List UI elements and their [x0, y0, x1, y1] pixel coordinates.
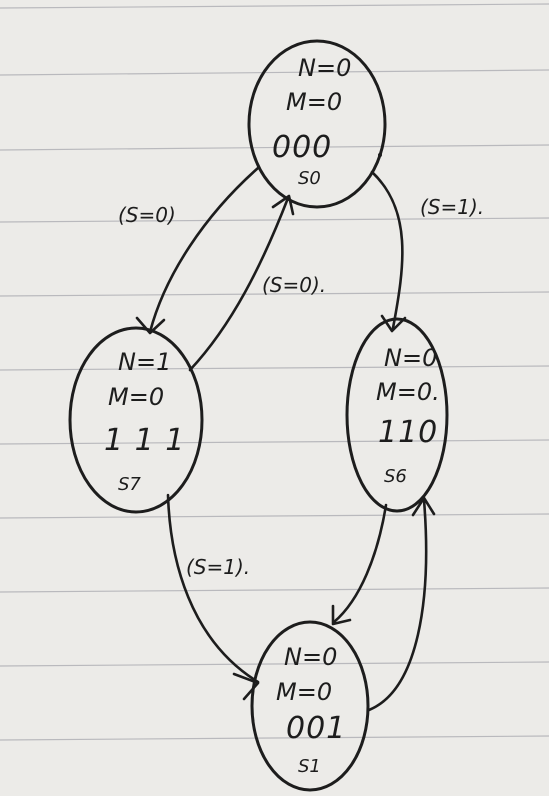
edge-s7-to-s0: [188, 196, 290, 372]
state-s6-circle: [345, 317, 449, 513]
edge-s1-to-s6: [367, 498, 428, 712]
arrowhead-s0-to-s7: [135, 316, 166, 335]
s1-m-value: M=0: [276, 678, 332, 706]
edge-s7-to-s1: [166, 493, 260, 684]
edge-label-s7-to-s1: (S=1).: [186, 555, 250, 579]
s7-n-value: N=1: [118, 348, 171, 376]
s0-dot: [378, 153, 382, 157]
s0-m-value: M=0: [286, 88, 342, 116]
s1-n-value: N=0: [284, 643, 337, 671]
state-s0-circle: [247, 39, 387, 209]
edge-s6-to-s1: [332, 503, 388, 624]
s6-name: S6: [384, 466, 407, 487]
arrowhead-s7-to-s1: [232, 672, 260, 701]
s0-code: 000: [272, 130, 332, 165]
arrowhead-s6-to-s1: [331, 604, 352, 626]
arrowhead-s7-to-s0: [271, 194, 295, 216]
s0-n-value: N=0: [298, 54, 351, 82]
edge-label-s0-to-s7: (S=0): [118, 203, 176, 227]
ruled-lines: [0, 3, 549, 741]
s1-name: S1: [298, 756, 321, 777]
s1-code: 001: [286, 711, 346, 746]
edge-s0-to-s7: [148, 166, 260, 334]
edge-label-s0-to-s6: (S=1).: [420, 195, 484, 219]
s7-name: S7: [118, 474, 141, 495]
s6-m-value: M=0.: [376, 378, 440, 406]
arrowhead-s1-to-s6: [411, 496, 436, 517]
s6-n-value: N=0: [384, 344, 437, 372]
state-s1-circle: [250, 620, 370, 792]
s0-name: S0: [298, 168, 321, 189]
state-s7-circle: [68, 326, 204, 514]
edge-label-s7-to-s0: (S=0).: [262, 273, 326, 297]
edge-s0-to-s6: [370, 170, 404, 330]
arrowhead-s0-to-s6: [380, 314, 407, 333]
s6-code: 110: [378, 415, 438, 450]
s7-m-value: M=0: [108, 383, 164, 411]
s7-code: 1 1 1: [104, 423, 185, 458]
